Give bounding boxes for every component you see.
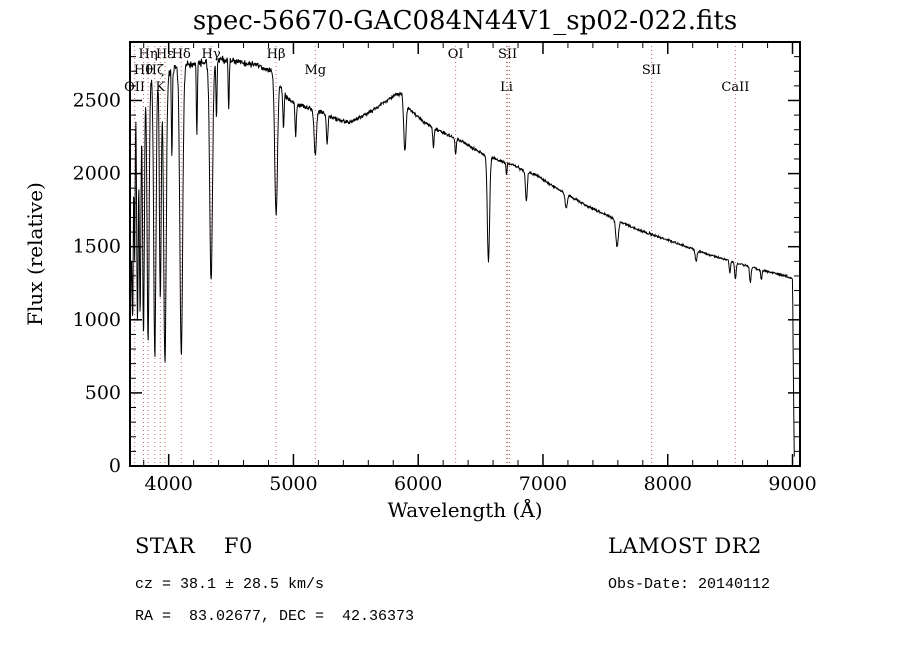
svg-text:Hγ: Hγ: [202, 47, 221, 62]
svg-text:2000: 2000: [73, 163, 121, 185]
svg-text:Hη: Hη: [139, 47, 158, 62]
svg-text:Hδ: Hδ: [172, 47, 191, 62]
svg-text:4000: 4000: [144, 473, 192, 495]
chart-title: spec-56670-GAC084N44V1_sp02-022.fits: [193, 6, 737, 36]
cz-value-label: cz = 38.1 ± 28.5 km/s: [135, 576, 325, 593]
svg-text:OI: OI: [448, 47, 464, 62]
svg-text:Li: Li: [500, 80, 513, 95]
svg-text:6000: 6000: [394, 473, 442, 495]
svg-text:0: 0: [109, 455, 121, 477]
x-axis-label: Wavelength (Å): [387, 497, 542, 522]
svg-text:SII: SII: [498, 47, 517, 62]
spectrum-chart: spec-56670-GAC084N44V1_sp02-022.fits OII…: [23, 6, 817, 522]
svg-text:2500: 2500: [73, 89, 121, 111]
svg-text:7000: 7000: [519, 473, 567, 495]
spectrum-trace: [130, 55, 796, 457]
axes: 4000 5000 6000 7000 8000 9000 0 500 1000 1500 2000…: [73, 41, 817, 495]
svg-text:Hε: Hε: [156, 47, 174, 62]
svg-text:OII: OII: [124, 80, 145, 95]
svg-text:1000: 1000: [73, 309, 121, 331]
svg-text:Hβ: Hβ: [267, 47, 286, 62]
svg-text:500: 500: [85, 382, 121, 404]
svg-text:8000: 8000: [644, 473, 692, 495]
svg-text:1500: 1500: [73, 236, 121, 258]
svg-text:K: K: [155, 80, 165, 95]
svg-text:CaII: CaII: [721, 80, 749, 95]
ra-dec-label: RA = 83.02677, DEC = 42.36373: [135, 608, 415, 625]
svg-text:SII: SII: [642, 63, 661, 78]
svg-text:5000: 5000: [269, 473, 317, 495]
y-axis-label: Flux (relative): [23, 182, 47, 326]
survey-label: LAMOST DR2: [608, 534, 762, 558]
obs-date-label: Obs-Date: 20140112: [608, 576, 771, 593]
svg-text:Hζ: Hζ: [146, 63, 164, 78]
object-class-label: STAR F0: [135, 534, 253, 558]
svg-text:9000: 9000: [768, 473, 816, 495]
svg-text:Mg: Mg: [304, 63, 326, 78]
